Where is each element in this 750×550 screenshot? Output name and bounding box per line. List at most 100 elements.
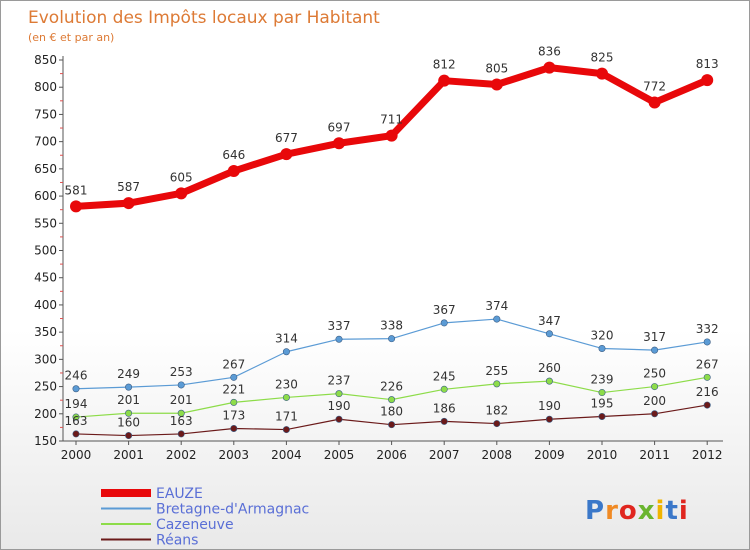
data-label: 246: [65, 369, 88, 383]
data-point: [493, 315, 501, 323]
data-label: 587: [117, 180, 140, 194]
brand-letter: x: [638, 496, 656, 526]
data-point: [438, 74, 451, 87]
x-tick-label: 2009: [534, 448, 565, 462]
data-point: [333, 137, 345, 150]
data-label: 812: [433, 58, 456, 72]
data-label: 180: [380, 405, 403, 419]
legend-label: Cazeneuve: [156, 517, 234, 533]
data-point: [493, 380, 501, 388]
data-point: [177, 381, 185, 389]
data-point: [230, 398, 238, 406]
data-label: 813: [696, 57, 719, 71]
data-point: [545, 415, 553, 423]
data-point: [122, 197, 135, 210]
data-point: [598, 344, 606, 352]
brand-letter: i: [656, 496, 666, 526]
data-point: [282, 348, 290, 356]
data-label: 314: [275, 332, 298, 346]
data-point: [490, 78, 503, 91]
y-tick-label: 800: [34, 80, 57, 94]
data-label: 267: [696, 357, 719, 371]
chart-subtitle: (en € et par an): [28, 31, 114, 44]
data-point: [72, 413, 80, 421]
data-label: 332: [696, 322, 719, 336]
data-point: [701, 74, 714, 87]
data-point: [282, 426, 290, 434]
data-label: 200: [643, 394, 666, 408]
data-point: [440, 417, 448, 425]
y-tick-label: 300: [34, 352, 57, 366]
x-tick-label: 2001: [113, 448, 144, 462]
brand-letter: i: [679, 496, 689, 526]
data-label: 677: [275, 131, 298, 145]
data-label: 267: [222, 357, 245, 371]
y-tick-label: 750: [34, 107, 57, 121]
brand-letter: o: [619, 496, 638, 526]
data-point: [703, 338, 711, 346]
data-point: [335, 335, 343, 343]
data-point: [70, 200, 82, 213]
data-point: [543, 61, 556, 74]
data-label: 163: [170, 414, 193, 428]
y-tick-label: 450: [34, 271, 57, 285]
data-label: 697: [328, 120, 351, 134]
brand-letter: P: [585, 496, 605, 526]
data-label: 255: [485, 364, 508, 378]
data-point: [385, 129, 398, 142]
y-tick-label: 400: [34, 298, 57, 312]
data-point: [545, 330, 553, 338]
x-tick-label: 2004: [271, 448, 302, 462]
data-point: [175, 187, 188, 200]
x-tick-label: 2000: [61, 448, 92, 462]
data-label: 374: [485, 299, 508, 313]
y-tick-label: 850: [34, 53, 57, 67]
data-point: [282, 393, 290, 401]
data-point: [545, 377, 553, 385]
data-label: 173: [222, 408, 245, 422]
data-label: 347: [538, 314, 561, 328]
series-layer: [70, 61, 714, 440]
y-tick-label: 600: [34, 189, 57, 203]
data-point: [72, 385, 80, 393]
data-point: [72, 430, 80, 438]
brand-letter: t: [665, 496, 678, 526]
x-tick-label: 2002: [166, 448, 197, 462]
data-label: 605: [170, 170, 193, 184]
data-label: 320: [591, 328, 614, 342]
data-point: [227, 165, 240, 178]
data-point: [177, 409, 185, 417]
data-point: [177, 430, 185, 438]
data-label: 182: [485, 404, 508, 418]
x-tick-label: 2007: [429, 448, 460, 462]
y-tick-label: 250: [34, 380, 57, 394]
x-tick-label: 2011: [639, 448, 670, 462]
data-point: [651, 383, 659, 391]
data-point: [703, 373, 711, 381]
data-point: [388, 335, 396, 343]
data-label: 230: [275, 377, 298, 391]
data-label: 226: [380, 380, 403, 394]
data-label: 337: [328, 319, 351, 333]
data-point: [440, 385, 448, 393]
data-point: [648, 96, 661, 109]
data-point: [703, 401, 711, 409]
data-point: [125, 432, 133, 440]
data-label: 805: [485, 61, 508, 75]
brand-logo: Proxiti: [585, 496, 689, 526]
data-label: 253: [170, 365, 193, 379]
data-label: 221: [222, 382, 245, 396]
data-label: 825: [591, 51, 614, 65]
data-point: [335, 390, 343, 398]
data-label: 317: [643, 330, 666, 344]
y-tick-label: 350: [34, 325, 57, 339]
data-label: 171: [275, 410, 298, 424]
data-label: 186: [433, 401, 456, 415]
y-tick-label: 500: [34, 244, 57, 258]
y-tick-label: 200: [34, 407, 57, 421]
data-label: 836: [538, 45, 561, 59]
axes: 150 200 250 300 350 400 450 500 550 600 650 700 750 8…: [34, 53, 723, 462]
